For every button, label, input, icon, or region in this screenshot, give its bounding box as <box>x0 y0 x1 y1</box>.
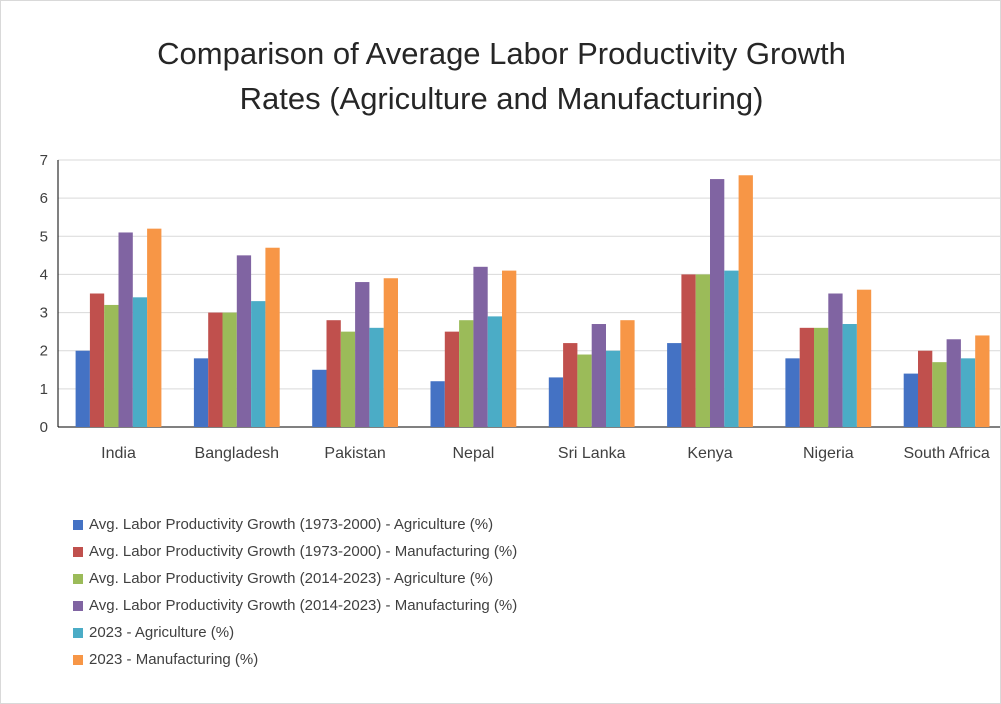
bar-kenya-series-1 <box>667 343 682 427</box>
legend-item: Avg. Labor Productivity Growth (1973-200… <box>73 538 517 565</box>
legend-swatch <box>73 600 83 611</box>
bar-nepal-series-5 <box>487 316 502 427</box>
bar-kenya-series-6 <box>738 175 753 427</box>
bar-nigeria-series-6 <box>856 289 872 427</box>
bar-bangladesh-series-6 <box>265 247 280 427</box>
bar-south-africa-series-4 <box>946 339 961 427</box>
x-tick-label: Sri Lanka <box>558 445 626 462</box>
y-tick-label: 0 <box>40 419 48 436</box>
x-tick-label: Nepal <box>452 445 494 462</box>
bar-india-series-3 <box>104 304 119 427</box>
bar-south-africa-series-1 <box>903 373 918 427</box>
bar-bangladesh-series-5 <box>251 301 266 427</box>
y-tick-label: 4 <box>40 266 48 283</box>
legend-label: Avg. Labor Productivity Growth (2014-202… <box>89 597 518 614</box>
bar-nigeria-series-1 <box>785 358 800 427</box>
bar-kenya-series-5 <box>724 270 739 427</box>
bar-pakistan-series-1 <box>312 369 327 427</box>
y-tick-label: 3 <box>40 305 48 322</box>
bar-india-series-6 <box>147 228 162 427</box>
bar-sri-lanka-series-1 <box>548 377 564 427</box>
bar-sri-lanka-series-2 <box>563 343 578 427</box>
bar-sri-lanka-series-3 <box>577 354 592 427</box>
bar-nigeria-series-2 <box>799 327 814 427</box>
legend-label: 2023 - Agriculture (%) <box>89 624 235 641</box>
bar-bangladesh-series-2 <box>208 312 223 427</box>
legend-label: 2023 - Manufacturing (%) <box>89 651 259 668</box>
x-tick-label: Nigeria <box>803 445 854 462</box>
legend-item: 2023 - Manufacturing (%) <box>73 646 517 673</box>
bar-india-series-1 <box>75 350 90 427</box>
bar-nepal-series-3 <box>459 320 474 427</box>
bar-south-africa-series-3 <box>932 362 947 427</box>
x-tick-label: South Africa <box>903 445 989 462</box>
chart-legend: Avg. Labor Productivity Growth (1973-200… <box>73 511 517 673</box>
y-tick-label: 2 <box>40 343 48 360</box>
bar-pakistan-series-3 <box>340 331 356 427</box>
y-tick-label: 1 <box>40 381 48 398</box>
bar-kenya-series-4 <box>710 179 725 427</box>
bar-nigeria-series-4 <box>828 293 843 427</box>
chart-title: Comparison of Average Labor Productivity… <box>157 36 846 116</box>
y-tick-label: 6 <box>40 190 48 207</box>
bar-india-series-2 <box>89 293 105 427</box>
x-tick-label: India <box>101 445 136 462</box>
bar-nepal-series-2 <box>444 331 460 427</box>
legend-swatch <box>73 573 83 584</box>
legend-label: Avg. Labor Productivity Growth (1973-200… <box>89 543 518 560</box>
x-tick-label: Bangladesh <box>195 445 280 462</box>
bar-india-series-4 <box>118 232 133 427</box>
legend-item: 2023 - Agriculture (%) <box>73 619 517 646</box>
bar-bangladesh-series-3 <box>222 312 237 427</box>
bar-south-africa-series-2 <box>918 350 933 427</box>
legend-swatch <box>73 627 83 638</box>
bar-nepal-series-4 <box>473 266 488 427</box>
bar-pakistan-series-2 <box>326 320 341 427</box>
legend-item: Avg. Labor Productivity Growth (2014-202… <box>73 592 517 619</box>
bar-nepal-series-1 <box>430 381 445 427</box>
x-tick-label: Pakistan <box>324 445 385 462</box>
bar-pakistan-series-4 <box>355 282 370 427</box>
legend-label: Avg. Labor Productivity Growth (2014-202… <box>89 570 494 587</box>
y-tick-label: 5 <box>40 228 48 245</box>
bar-sri-lanka-series-6 <box>620 320 635 427</box>
y-tick-label: 7 <box>40 152 48 169</box>
legend-swatch <box>73 546 83 557</box>
legend-swatch <box>73 519 83 530</box>
legend-item: Avg. Labor Productivity Growth (2014-202… <box>73 565 517 592</box>
bar-pakistan-series-5 <box>369 327 384 427</box>
bar-sri-lanka-series-4 <box>591 324 606 427</box>
bar-kenya-series-2 <box>681 274 696 427</box>
bar-south-africa-series-5 <box>960 358 976 427</box>
bar-bangladesh-series-1 <box>193 358 209 427</box>
bar-india-series-5 <box>132 297 148 427</box>
bar-nepal-series-6 <box>502 270 517 427</box>
x-tick-label: Kenya <box>687 445 732 462</box>
legend-item: Avg. Labor Productivity Growth (1973-200… <box>73 511 517 538</box>
bar-kenya-series-3 <box>695 274 710 427</box>
legend-label: Avg. Labor Productivity Growth (1973-200… <box>89 516 494 533</box>
bar-pakistan-series-6 <box>383 278 398 427</box>
bar-south-africa-series-6 <box>975 335 990 427</box>
bar-nigeria-series-5 <box>842 324 857 427</box>
legend-swatch <box>73 654 83 665</box>
bar-sri-lanka-series-5 <box>606 350 621 427</box>
bar-nigeria-series-3 <box>814 327 829 427</box>
bar-bangladesh-series-4 <box>236 255 252 427</box>
